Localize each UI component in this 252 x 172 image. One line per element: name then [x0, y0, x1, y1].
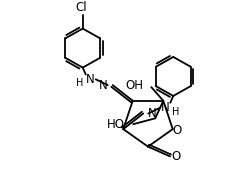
Text: H: H — [172, 106, 179, 117]
Text: O: O — [171, 150, 180, 163]
Text: OH: OH — [125, 79, 143, 92]
Text: N: N — [148, 107, 156, 120]
Text: N: N — [99, 79, 107, 92]
Text: Cl: Cl — [75, 1, 86, 14]
Text: N: N — [160, 101, 169, 114]
Text: N: N — [86, 73, 95, 86]
Text: HO: HO — [107, 118, 125, 131]
Text: O: O — [171, 124, 181, 137]
Text: H: H — [76, 78, 83, 88]
